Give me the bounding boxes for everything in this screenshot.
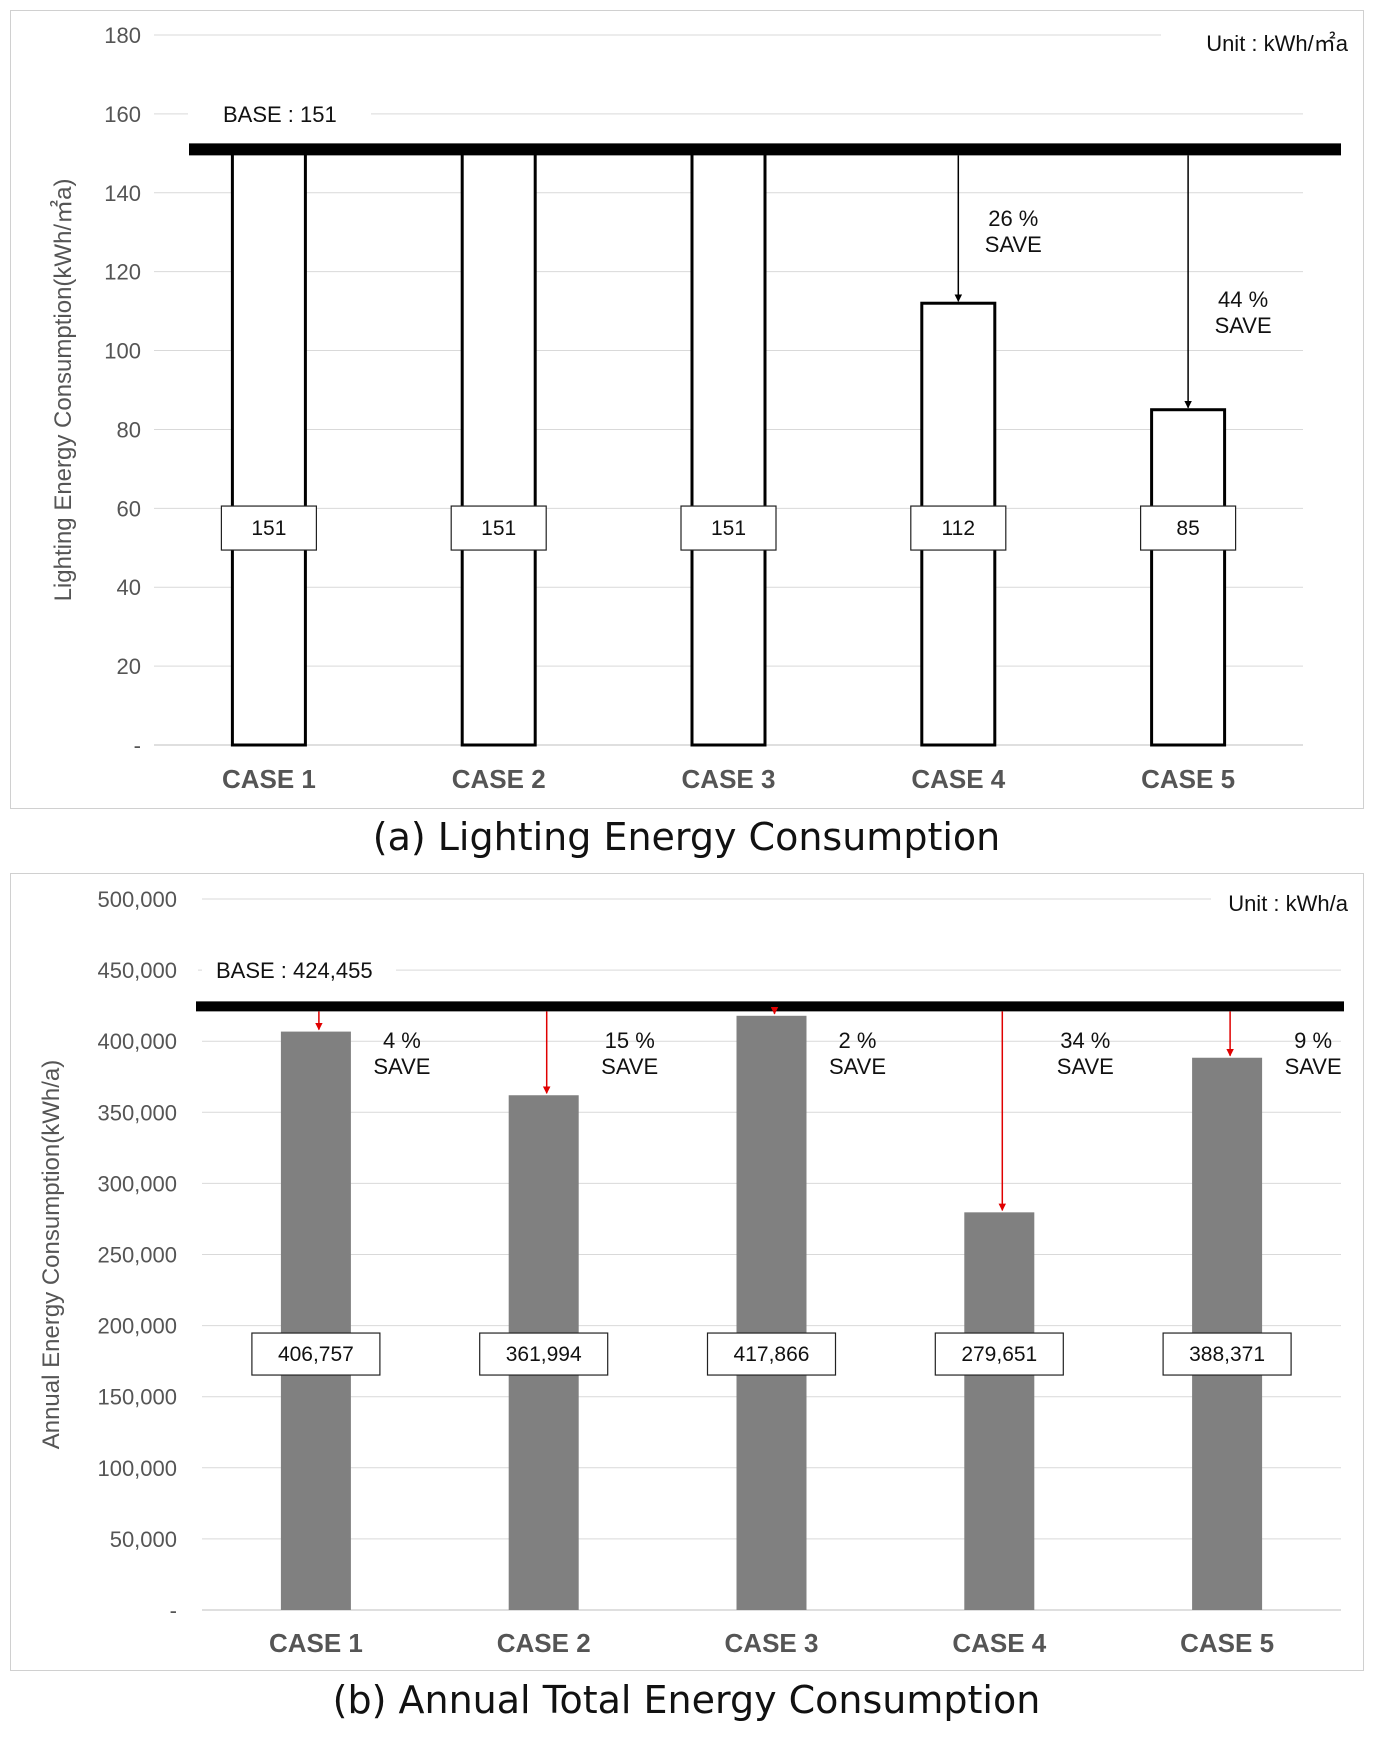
y-tick-label: 400,000 [97,1029,177,1054]
bar [280,1031,351,1610]
x-category-label: CASE 1 [222,764,316,794]
x-category-label: CASE 1 [269,1628,363,1658]
lighting-chart-panel: - 20 40 60 80 100 120 140 160 180 Lighting Energy … [10,10,1364,809]
save-word-label: SAVE [829,1054,886,1079]
y-tick-label: 250,000 [97,1243,177,1268]
y-tick-label: 100 [104,339,141,364]
save-percent-label: 26 % [988,206,1038,231]
value-label: 417,866 [734,1343,810,1366]
annual-chart-caption: (b) Annual Total Energy Consumption [332,1678,1041,1722]
bar [964,1212,1035,1610]
save-percent-label: 15 % [605,1028,655,1053]
value-label-box [479,1332,609,1376]
bar [690,147,767,747]
y-tick-label: 140 [104,181,141,206]
y-tick-label: - [170,1598,177,1623]
y-axis-title: Annual Energy Consumption(kWh/a) [38,1060,65,1450]
bar [736,1015,807,1610]
value-label: 151 [481,517,516,540]
value-label: 151 [251,517,286,540]
x-category-label: CASE 2 [452,764,546,794]
y-tick-label: 160 [104,102,141,127]
x-category-label: CASE 4 [911,764,1005,794]
save-percent-label: 9 % [1294,1028,1332,1053]
y-tick-label: 450,000 [97,958,177,983]
save-word-label: SAVE [985,232,1042,257]
unit-label: Unit : kWh/a [1228,891,1349,916]
y-tick-label: 20 [117,654,141,679]
y-tick-label: 500,000 [97,887,177,912]
value-label-box [706,1332,837,1376]
save-word-label: SAVE [1285,1054,1342,1079]
y-axis-title: Lighting Energy Consumption(kWh/㎡a) [50,179,77,602]
x-category-label: CASE 5 [1180,1628,1274,1658]
y-tick-label: 40 [117,575,141,600]
base-label: BASE : 424,455 [216,958,373,983]
x-category-label: CASE 2 [497,1628,591,1658]
annual-chart-panel: - 50,000 100,000 150,000 200,000 250,000 300,0… [10,873,1364,1671]
bar [1150,408,1227,747]
y-tick-label: 350,000 [97,1100,177,1125]
value-label-box [910,505,1007,551]
save-percent-label: 2 % [839,1028,877,1053]
y-tick-label: 150,000 [97,1385,177,1410]
value-label-box [934,1332,1064,1376]
x-category-label: CASE 5 [1141,764,1235,794]
value-label-box [450,505,547,551]
y-tick-label: - [134,733,141,758]
value-label-box [1162,1332,1292,1376]
value-label: 406,757 [278,1343,354,1366]
y-tick-label: 100,000 [97,1456,177,1481]
save-word-label: SAVE [601,1054,658,1079]
save-word-label: SAVE [1215,313,1272,338]
unit-label: Unit : kWh/㎡a [1206,31,1349,56]
lighting-chart-caption: (a) Lighting Energy Consumption [372,815,1001,859]
value-label-box [220,505,317,551]
value-label: 85 [1176,517,1199,540]
save-word-label: SAVE [1057,1054,1114,1079]
bar [230,147,307,747]
value-label: 112 [942,517,975,540]
value-label-box [251,1332,381,1376]
x-category-label: CASE 4 [952,1628,1046,1658]
save-percent-label: 44 % [1218,287,1268,312]
value-label-box [1139,505,1237,551]
y-tick-label: 80 [117,417,141,442]
value-label: 388,371 [1189,1343,1265,1366]
save-percent-label: 34 % [1060,1028,1110,1053]
value-label: 151 [711,517,746,540]
value-label: 279,651 [961,1343,1037,1366]
y-tick-label: 60 [117,496,141,521]
value-label-box [680,505,777,551]
base-label: BASE : 151 [223,102,337,127]
annual-chart-svg: - 50,000 100,000 150,000 200,000 250,000 300,0… [38,887,1349,1658]
lighting-chart-svg: - 20 40 60 80 100 120 140 160 180 Lighting Energy … [50,23,1349,794]
y-tick-label: 300,000 [97,1171,177,1196]
y-tick-label: 180 [104,23,141,48]
x-category-label: CASE 3 [725,1628,819,1658]
y-tick-label: 200,000 [97,1314,177,1339]
save-percent-label: 4 % [383,1028,421,1053]
y-tick-label: 50,000 [110,1527,177,1552]
y-tick-label: 120 [104,260,141,285]
bar [460,147,537,747]
x-category-label: CASE 3 [682,764,776,794]
value-label: 361,994 [506,1343,582,1366]
save-word-label: SAVE [373,1054,430,1079]
